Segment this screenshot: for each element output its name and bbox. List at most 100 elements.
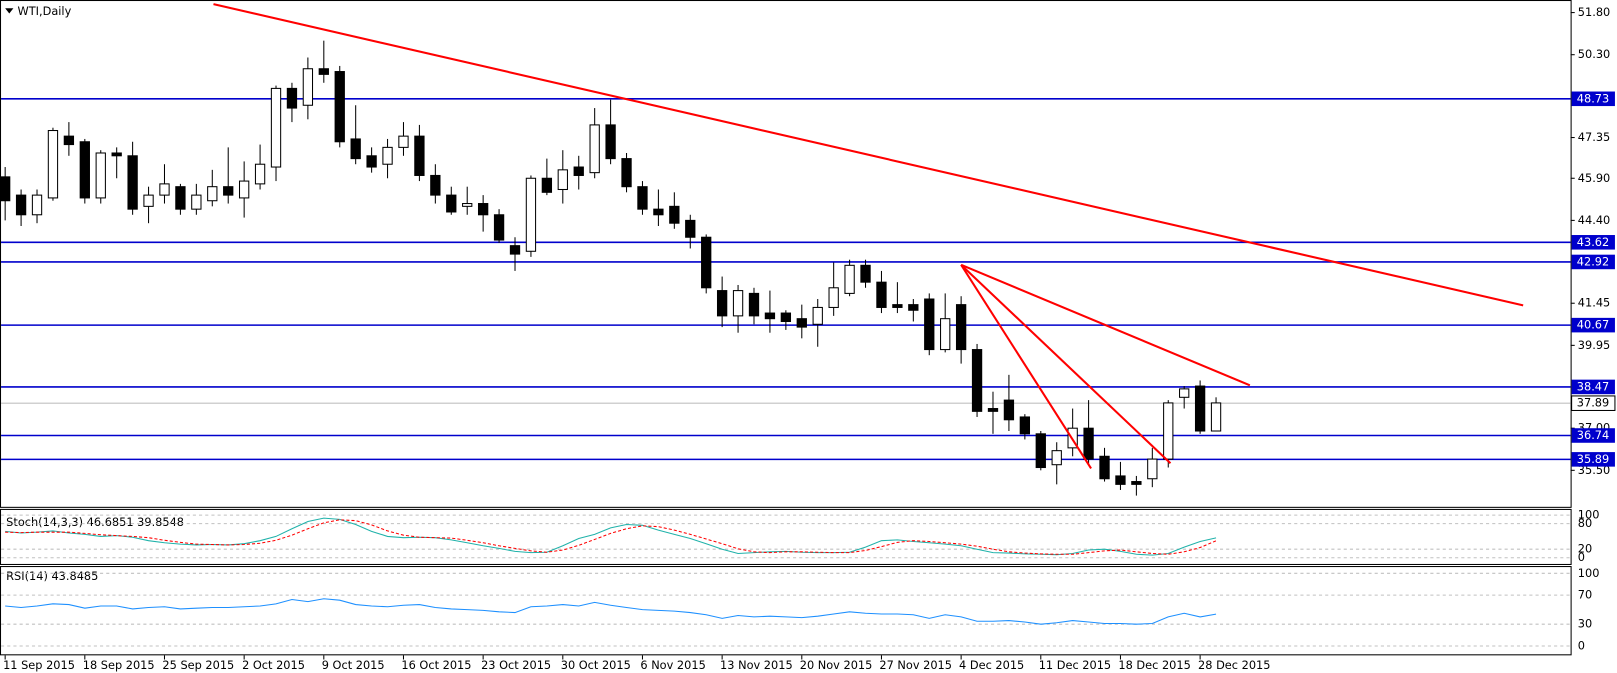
level-box [1571,254,1615,270]
trendline [213,3,1524,307]
candle-body [462,203,473,207]
level-box [1571,452,1615,467]
candle-body [1115,475,1126,485]
candle-body [254,163,266,185]
candle-body [716,290,728,317]
level-box [1571,379,1615,395]
candle-body [653,208,664,216]
candle-body [127,155,138,210]
candle-body [876,281,887,308]
candle-body [732,290,744,317]
x-tick-label: 20 Nov 2015 [800,658,873,672]
candle-body [557,169,568,191]
candle-body [350,138,361,160]
candle-body [191,194,202,210]
level-label: 36.74 [1577,428,1609,442]
candle-body [1019,416,1031,435]
candle-body [1003,399,1015,421]
level-box [1571,317,1615,333]
x-tick-label: 6 Nov 2015 [640,658,705,672]
candle-body [796,318,807,328]
chart-title: WTI,Daily [18,4,72,18]
candle-body [446,194,457,213]
trendline [960,263,1251,387]
candle-body [493,214,505,241]
candle-body [318,68,329,75]
x-tick-label: 4 Dec 2015 [959,658,1024,672]
x-tick-label: 9 Oct 2015 [322,658,385,672]
y-tick-label: 45.90 [1578,171,1610,185]
candle-body [207,186,218,202]
level-label: 40.67 [1577,318,1609,332]
y-tick-label: 0 [1578,638,1585,652]
x-tick-label: 16 Oct 2015 [401,658,471,672]
candle-body [398,135,409,148]
y-tick-label: 41.45 [1578,296,1610,310]
x-tick-label: 25 Sep 2015 [162,658,234,672]
level-label: 35.89 [1577,452,1609,466]
candle-body [605,124,616,160]
x-tick-label: 23 Oct 2015 [481,658,551,672]
candle-body [270,87,282,168]
rsi-title: RSI(14) 43.8485 [6,569,98,583]
candle-body [31,194,43,216]
y-tick-label: 20 [1578,542,1592,556]
x-tick-label: 28 Dec 2015 [1198,658,1270,672]
candle-body [366,155,377,168]
candle-body [47,130,59,199]
candle-body [1163,402,1174,460]
trendline [960,264,1092,469]
candle-body [302,68,314,106]
indicator-line [5,598,1217,625]
candle-body [971,349,983,412]
level-label: 48.73 [1577,91,1609,105]
candle-body [541,177,553,193]
y-tick-label: 39.95 [1578,338,1610,352]
candle-body [175,186,186,210]
candle-body [908,304,919,311]
candle-body [669,205,680,224]
candle-body [589,124,600,174]
candle-body [955,304,967,351]
candle-body [1083,427,1094,460]
candle-body [382,146,393,165]
candle-body [1179,388,1190,398]
y-tick-label: 50.30 [1578,47,1610,61]
candle-body [477,203,489,216]
last-price-label: 37.89 [1577,396,1609,410]
candle-body [701,236,712,289]
stoch-panel [0,508,1572,565]
menu-arrow [5,8,14,14]
candle-body [764,312,776,320]
candle-body [621,158,632,188]
rsi-panel [0,566,1572,656]
indicator-line [5,519,1217,555]
candle-body [334,71,345,143]
trendlines [213,3,1524,469]
y-tick-label: 80 [1578,516,1592,530]
y-tick-label: 100 [1578,566,1600,580]
candle-body [0,176,11,202]
y-tick-label: 47.35 [1578,130,1610,144]
candle-body [414,135,425,176]
candle-body [1051,450,1062,466]
candle-body [63,135,75,146]
candle-body [15,194,27,216]
x-tick-label: 18 Sep 2015 [83,658,155,672]
y-tick-label: 30 [1578,617,1592,631]
last-price-box [1571,395,1616,411]
candle-body [844,264,855,294]
candle-body [430,174,441,196]
level-box [1571,91,1615,107]
candle-body [812,306,823,325]
y-tick-label: 51.80 [1578,5,1610,19]
x-tick-label: 30 Oct 2015 [561,658,631,672]
candle-body [892,304,903,308]
x-tick-label: 18 Dec 2015 [1118,658,1190,672]
candle-body [238,180,250,199]
candle-body [111,152,122,157]
trendline [960,264,1172,464]
level-label: 42.92 [1577,254,1609,268]
candle-body [924,298,935,351]
level-box [1571,428,1615,443]
